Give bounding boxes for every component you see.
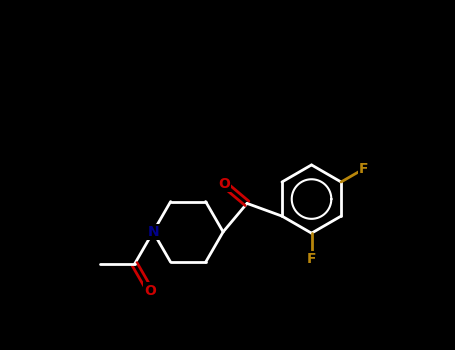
Text: F: F [307, 252, 316, 266]
Text: N: N [147, 225, 159, 239]
Text: O: O [144, 284, 156, 298]
Text: F: F [359, 162, 369, 176]
Text: O: O [218, 177, 230, 191]
